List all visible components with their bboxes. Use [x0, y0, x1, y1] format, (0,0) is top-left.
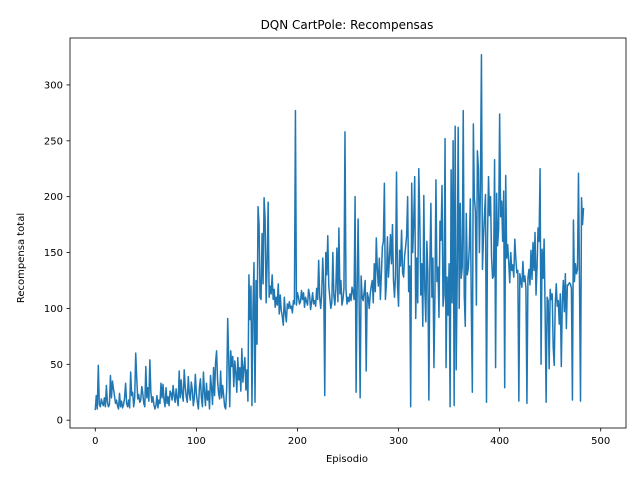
- x-axis-ticks: 0 100 200 300 400 500: [92, 428, 610, 447]
- y-axis-ticks: 0 50 100 150 200 250 300: [44, 80, 70, 427]
- x-tick-label: 100: [187, 436, 206, 447]
- y-tick-label: 100: [44, 304, 63, 315]
- y-tick-label: 150: [44, 248, 63, 259]
- y-axis-label: Recompensa total: [16, 213, 27, 303]
- axes-frame: [69, 37, 627, 429]
- x-axis-label: Episodio: [326, 454, 368, 465]
- y-tick-label: 0: [57, 416, 63, 427]
- y-tick-label: 200: [44, 192, 63, 203]
- plot-area: [94, 54, 585, 411]
- x-tick-label: 500: [591, 436, 610, 447]
- y-tick-label: 300: [44, 80, 63, 91]
- y-tick-label: 250: [44, 136, 63, 147]
- chart-title: DQN CartPole: Recompensas: [261, 18, 434, 32]
- y-tick-label: 50: [50, 360, 63, 371]
- x-tick-label: 400: [490, 436, 509, 447]
- x-tick-label: 200: [288, 436, 307, 447]
- x-tick-label: 0: [92, 436, 98, 447]
- reward-series-line: [94, 54, 585, 411]
- x-tick-label: 300: [389, 436, 408, 447]
